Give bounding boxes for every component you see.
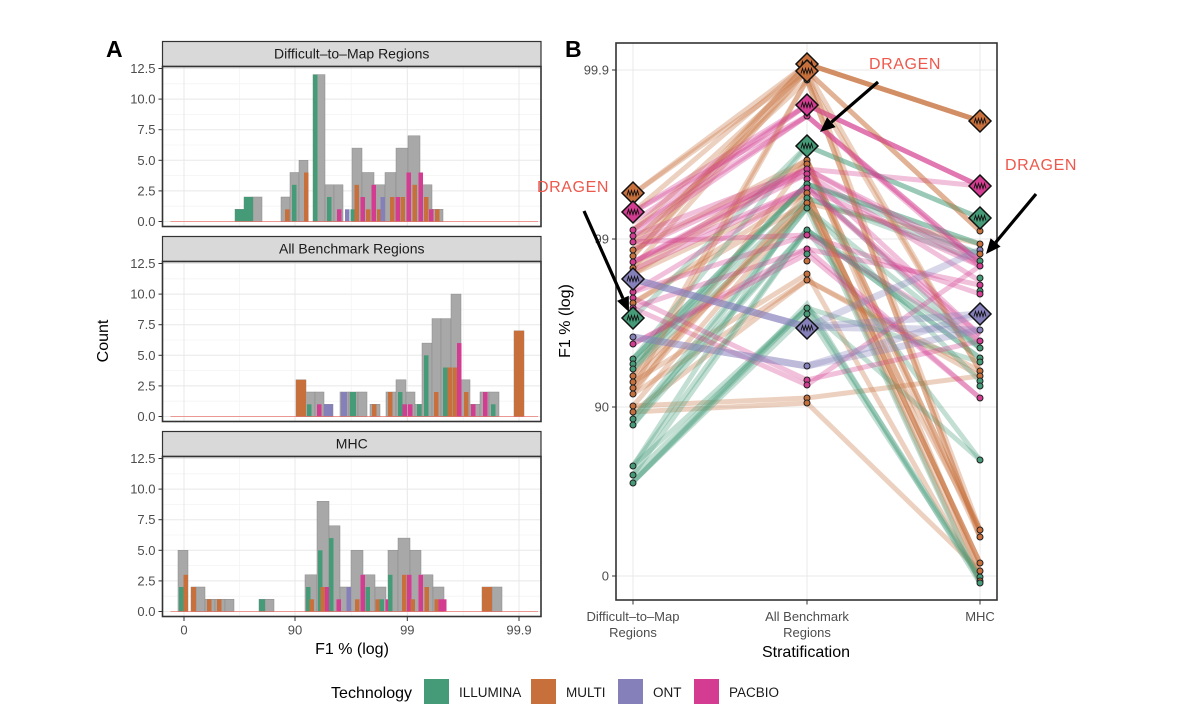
svg-text:F1 % (log): F1 % (log) [315, 641, 389, 658]
svg-text:Difficult–to–Map Regions: Difficult–to–Map Regions [274, 46, 429, 62]
svg-text:99.9: 99.9 [506, 623, 531, 638]
svg-text:B: B [565, 36, 582, 62]
svg-text:DRAGEN: DRAGEN [1005, 157, 1077, 174]
svg-text:2.5: 2.5 [137, 573, 155, 588]
svg-text:99.9: 99.9 [584, 63, 609, 78]
svg-text:99: 99 [400, 623, 414, 638]
svg-text:All Benchmark Regions: All Benchmark Regions [279, 241, 425, 257]
svg-text:5.0: 5.0 [137, 543, 155, 558]
svg-text:10.0: 10.0 [130, 287, 155, 302]
svg-text:ILLUMINA: ILLUMINA [459, 685, 521, 700]
svg-text:MHC: MHC [965, 609, 995, 624]
svg-text:0.0: 0.0 [137, 214, 155, 229]
svg-text:A: A [106, 36, 123, 62]
svg-text:5.0: 5.0 [137, 348, 155, 363]
svg-text:Regions: Regions [783, 625, 831, 640]
svg-text:10.0: 10.0 [130, 482, 155, 497]
svg-text:10.0: 10.0 [130, 92, 155, 107]
svg-text:MULTI: MULTI [566, 685, 606, 700]
svg-text:Count: Count [95, 319, 112, 362]
svg-text:Technology: Technology [331, 685, 412, 702]
svg-text:0.0: 0.0 [137, 604, 155, 619]
svg-text:Regions: Regions [609, 625, 657, 640]
svg-text:Stratification: Stratification [762, 644, 850, 661]
svg-text:90: 90 [288, 623, 302, 638]
svg-text:7.5: 7.5 [137, 512, 155, 527]
svg-text:Difficult–to–Map: Difficult–to–Map [587, 609, 680, 624]
svg-text:All Benchmark: All Benchmark [765, 609, 849, 624]
svg-text:ONT: ONT [653, 685, 682, 700]
svg-text:PACBIO: PACBIO [729, 685, 779, 700]
svg-text:F1 % (log): F1 % (log) [557, 284, 574, 358]
svg-text:5.0: 5.0 [137, 153, 155, 168]
svg-text:12.5: 12.5 [130, 256, 155, 271]
svg-text:90: 90 [595, 400, 609, 415]
svg-text:0: 0 [180, 623, 187, 638]
svg-text:DRAGEN: DRAGEN [537, 179, 609, 196]
svg-text:7.5: 7.5 [137, 122, 155, 137]
svg-text:2.5: 2.5 [137, 183, 155, 198]
svg-text:2.5: 2.5 [137, 378, 155, 393]
svg-text:MHC: MHC [336, 436, 368, 452]
svg-text:0: 0 [602, 569, 609, 584]
svg-text:7.5: 7.5 [137, 317, 155, 332]
svg-text:12.5: 12.5 [130, 61, 155, 76]
svg-text:DRAGEN: DRAGEN [869, 56, 941, 73]
svg-text:0.0: 0.0 [137, 409, 155, 424]
svg-text:12.5: 12.5 [130, 451, 155, 466]
